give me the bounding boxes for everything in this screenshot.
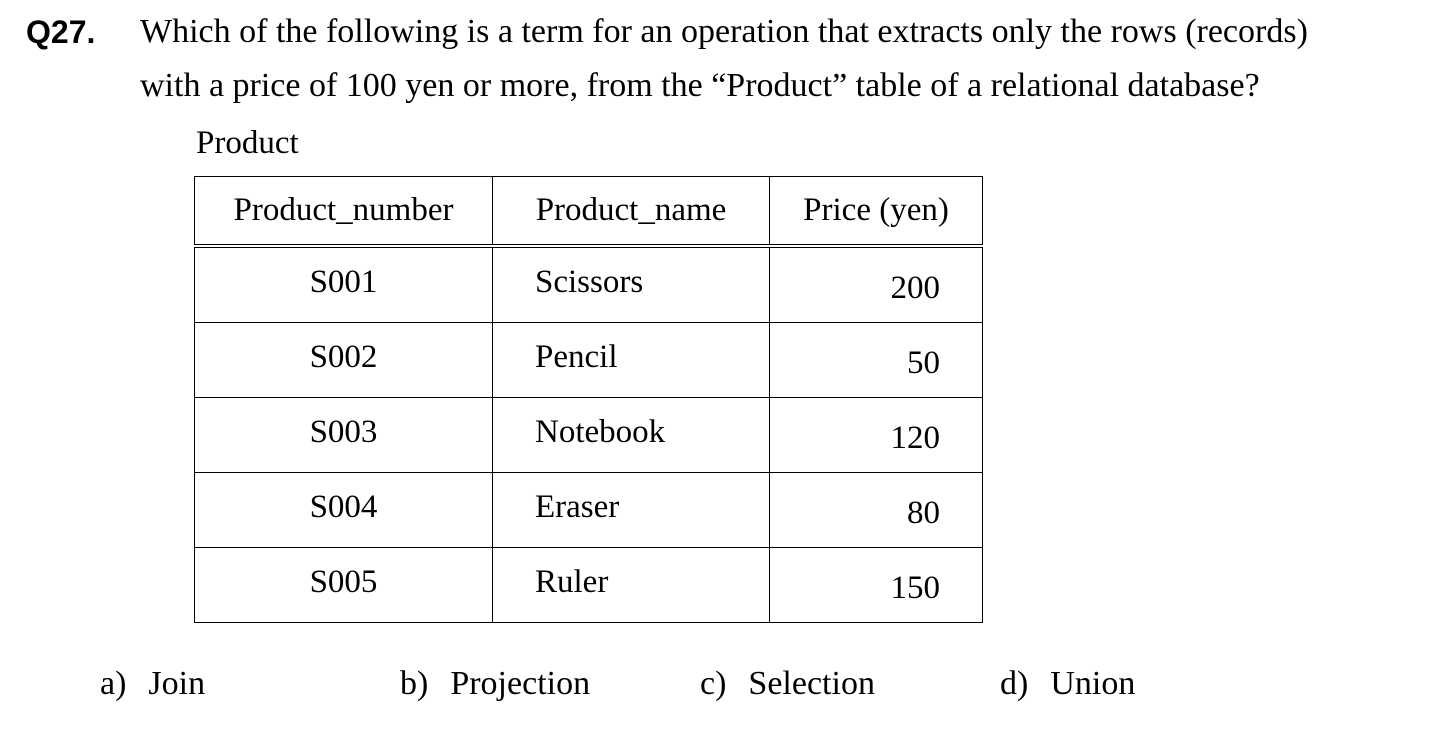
cell-product-name: Notebook [492,397,770,473]
cell-product-name: Eraser [492,472,770,548]
table-row: S003 Notebook 120 [194,397,983,473]
option-letter: a) [100,665,127,702]
table-caption: Product [196,125,299,161]
cell-price: 50 [769,322,983,398]
column-header-price: Price (yen) [769,176,983,248]
cell-product-name: Pencil [492,322,770,398]
option-d[interactable]: d) Union [1000,664,1135,704]
cell-price: 150 [769,547,983,623]
cell-product-number: S002 [194,322,493,398]
option-letter: c) [700,665,727,702]
table-row: S005 Ruler 150 [194,547,983,623]
cell-product-name: Scissors [492,245,770,323]
option-a[interactable]: a) Join [100,664,205,704]
option-letter: b) [400,665,429,702]
cell-product-number: S001 [194,245,493,323]
table-row: S002 Pencil 50 [194,322,983,398]
option-letter: d) [1000,665,1029,702]
table-row: S004 Eraser 80 [194,472,983,548]
option-text: Projection [450,665,591,702]
cell-product-number: S003 [194,397,493,473]
cell-product-number: S004 [194,472,493,548]
cell-product-number: S005 [194,547,493,623]
option-b[interactable]: b) Projection [400,664,590,704]
column-header-product-number: Product_number [194,176,493,248]
question-text-line-2: with a price of 100 yen or more, from th… [140,67,1260,104]
product-table: Product_number Product_name Price (yen) … [194,176,983,623]
option-text: Union [1050,665,1136,702]
option-c[interactable]: c) Selection [700,664,875,704]
question-number: Q27. [26,14,96,50]
table-row: S001 Scissors 200 [194,245,983,323]
cell-price: 200 [769,245,983,323]
option-text: Selection [748,665,875,702]
cell-price: 80 [769,472,983,548]
question-text-line-1: Which of the following is a term for an … [140,13,1308,50]
table-header-row: Product_number Product_name Price (yen) [194,176,983,248]
cell-product-name: Ruler [492,547,770,623]
cell-price: 120 [769,397,983,473]
column-header-product-name: Product_name [492,176,770,248]
option-text: Join [148,665,206,702]
